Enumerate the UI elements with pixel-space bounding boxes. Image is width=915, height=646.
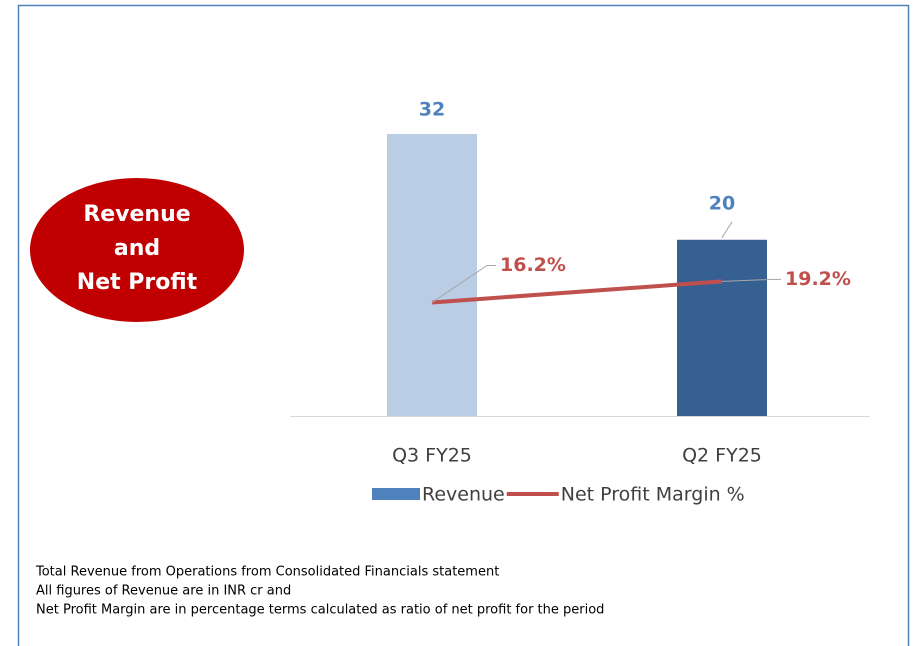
leader-line — [721, 278, 781, 282]
leader-line — [721, 221, 733, 239]
bar — [677, 239, 767, 416]
x-tick-label: Q2 FY25 — [682, 445, 762, 467]
frame — [17, 4, 910, 646]
footnote: Total Revenue from Operations from Conso… — [35, 565, 499, 580]
line — [431, 279, 723, 305]
bar — [387, 134, 477, 416]
data-label: 32 — [419, 99, 445, 121]
badge-text: and — [114, 236, 160, 261]
badge-text: Revenue — [83, 202, 190, 227]
legend-label: Net Profit Margin % — [561, 484, 745, 506]
badge — [30, 178, 244, 322]
data-label: 19.2% — [785, 268, 851, 290]
footnote: Net Profit Margin are in percentage term… — [36, 603, 604, 618]
legend-swatch — [372, 488, 420, 500]
footnote: All figures of Revenue are in INR cr and — [36, 584, 291, 599]
data-label: 16.2% — [500, 254, 566, 276]
x-tick-label: Q3 FY25 — [392, 445, 472, 467]
badge-text: Net Profit — [77, 270, 198, 295]
data-label: 20 — [709, 192, 735, 214]
leader-line — [431, 264, 496, 303]
legend-label: Revenue — [422, 484, 505, 506]
